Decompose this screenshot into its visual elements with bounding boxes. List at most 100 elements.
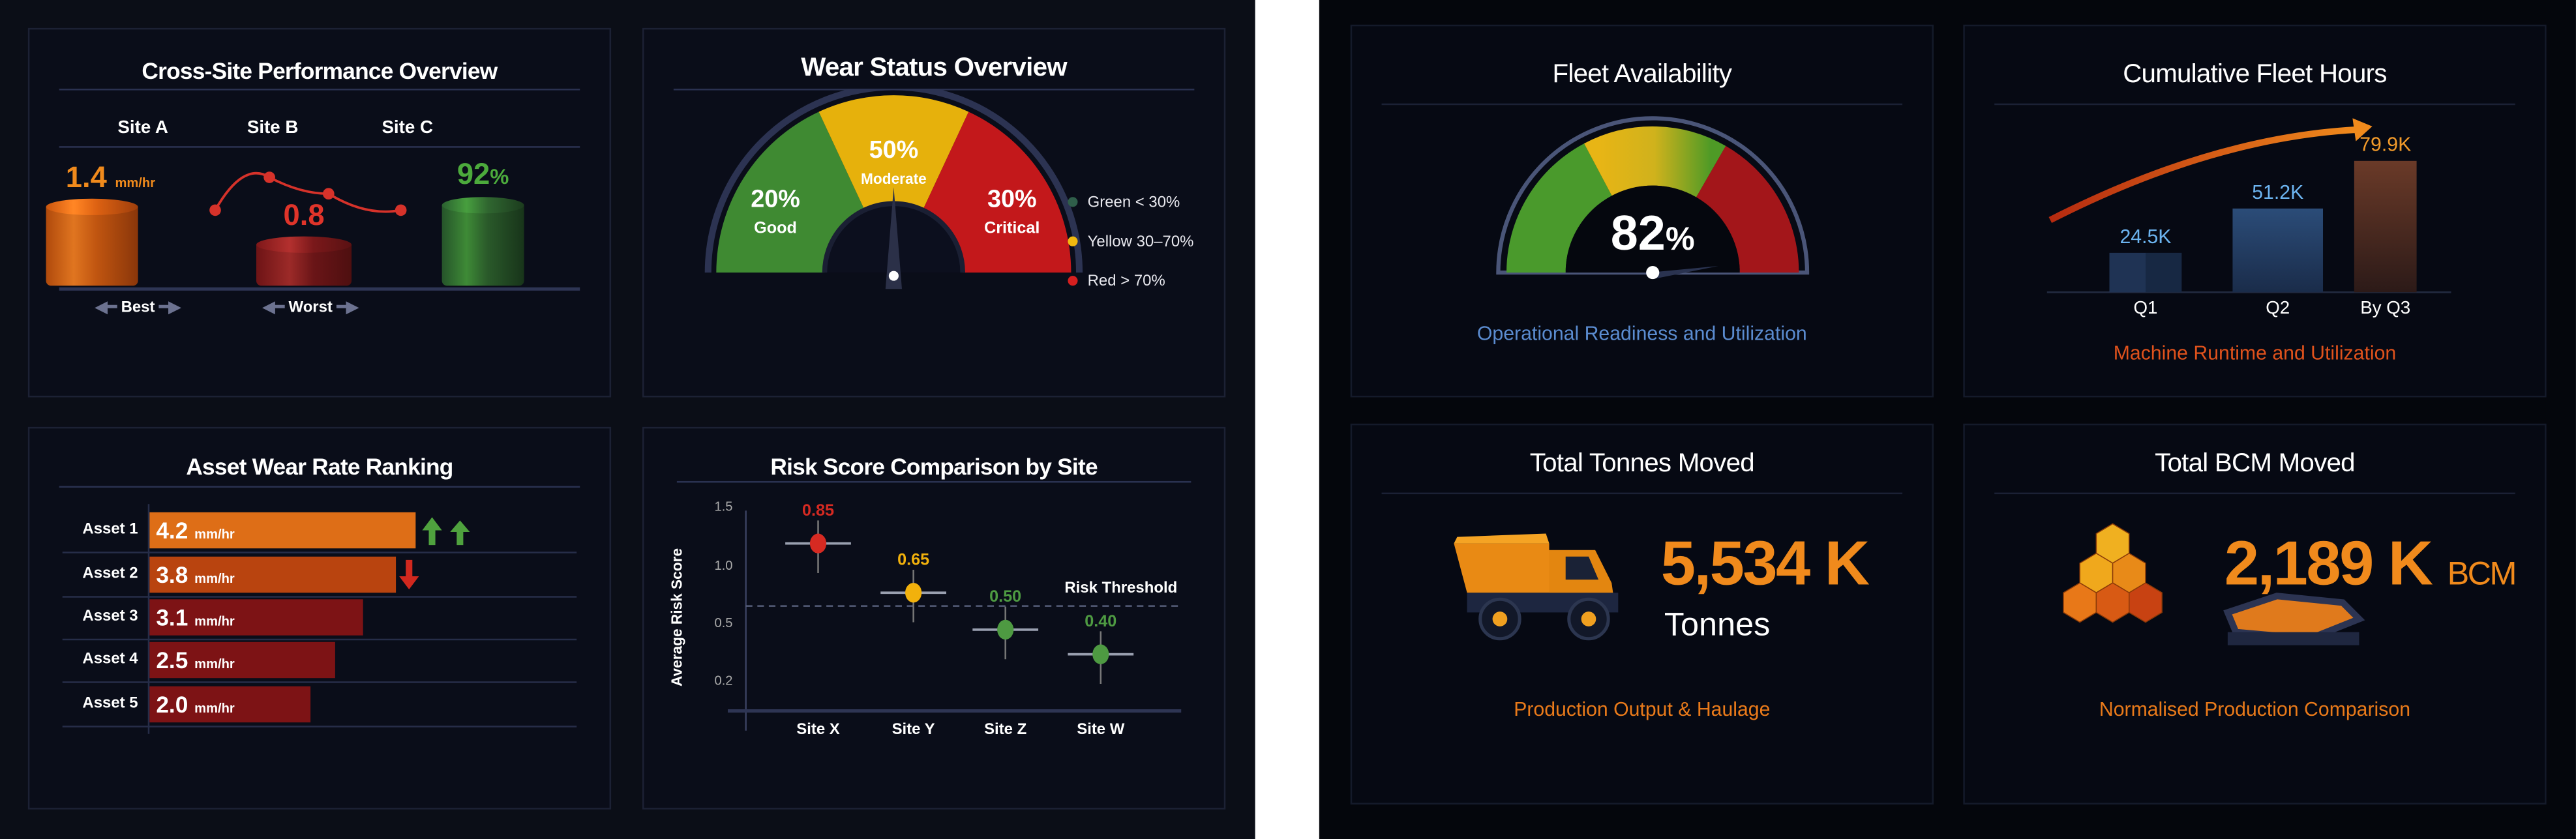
tonnes-value: 5,534 K: [1660, 530, 1870, 600]
asset-value: 4.2: [156, 517, 188, 544]
site-label: Site C: [382, 118, 434, 138]
best-marker: ◀━ Best ━▶: [95, 299, 181, 317]
asset-wear-panel: Asset Wear Rate Ranking Asset 1 4.2 mm/hr…: [27, 426, 612, 810]
row-divider: [62, 596, 577, 598]
fleet-availability-panel: Fleet Availability 82% Operational Readi…: [1350, 24, 1934, 398]
divider: [676, 480, 1191, 483]
segment-pct: 20%: [751, 185, 800, 213]
left-dashboard: Cross-Site Performance Overview Site A S…: [0, 0, 1255, 839]
availability-value: 82%: [1610, 207, 1695, 261]
asset-unit: mm/hr: [194, 613, 235, 629]
arrow-right-icon: ━▶: [159, 299, 181, 317]
segment-label: Critical: [984, 219, 1040, 237]
asset-bar: 2.0 mm/hr: [149, 686, 311, 723]
baseline: [59, 287, 580, 291]
legend-item-red: Red > 70%: [1068, 272, 1165, 291]
hours-bar: [2232, 208, 2324, 293]
asset-label: Asset 2: [82, 565, 138, 583]
arrow-head-icon: [2352, 118, 2373, 141]
point-marker: [809, 533, 827, 553]
hours-bar: [2354, 161, 2417, 293]
risk-score-panel: Risk Score Comparison by Site Average Ri…: [642, 426, 1226, 810]
segment-label: Good: [754, 219, 797, 237]
trend-line: [209, 171, 407, 216]
asset-label: Asset 5: [82, 694, 138, 713]
segment-pct: 30%: [987, 185, 1037, 213]
panel-title: Cross-Site Performance Overview: [142, 57, 498, 84]
site-a-bar: [46, 207, 138, 286]
fleet-hours-arrow: [2046, 118, 2451, 293]
right-dashboard: Fleet Availability 82% Operational Readi…: [1319, 0, 2576, 839]
asset-value: 3.8: [156, 561, 188, 588]
panel-title: Asset Wear Rate Ranking: [186, 453, 453, 480]
panel-title: Total Tonnes Moved: [1529, 450, 1755, 478]
data-label: 0.65: [897, 550, 929, 568]
gauge-segment-moderate: [818, 95, 969, 211]
hours-bar: [2109, 252, 2182, 293]
data-point: 0.85: [785, 501, 851, 573]
trend-point: [323, 188, 335, 200]
category-label: Q1: [2133, 299, 2158, 319]
availability-gauge: [1496, 116, 1810, 280]
y-tick: 1.5: [714, 499, 733, 514]
trend-point: [209, 204, 221, 216]
point-marker: [1092, 644, 1109, 664]
asset-label: Asset 4: [82, 650, 138, 669]
y-tick: 0.5: [714, 615, 733, 631]
data-label: 0.50: [989, 587, 1021, 606]
category-label: By Q3: [2360, 299, 2411, 319]
divider: [1994, 492, 2515, 495]
site-label: Site B: [247, 118, 299, 138]
x-tick-label: Site Z: [984, 720, 1027, 739]
tonnes-panel: Total Tonnes Moved 5,534 K Tonnes Produc…: [1350, 423, 1934, 805]
panel-subtitle: Machine Runtime and Utilization: [2113, 341, 2397, 365]
divider: [59, 89, 580, 91]
worst-marker: ◀━ Worst ━▶: [263, 299, 359, 317]
platform-icon: [2223, 593, 2365, 642]
gauge-arc-yellow: [1584, 126, 1726, 198]
divider: [59, 146, 580, 148]
site-a-value: 1.4 mm/hr: [65, 160, 156, 194]
arrow-left-icon: ◀━: [263, 299, 284, 317]
site-c-value: 92%: [457, 157, 509, 191]
bcm-value: 2,189 K BCM: [2224, 530, 2517, 600]
asset-bar: 2.5 mm/hr: [149, 641, 335, 679]
y-tick: 1.0: [714, 558, 733, 573]
row-divider: [62, 552, 577, 553]
chart-title: Risk Score Comparison by Site: [770, 453, 1098, 480]
panel-subtitle: Production Output & Haulage: [1514, 698, 1771, 721]
cross-site-panel: Cross-Site Performance Overview Site A S…: [27, 27, 612, 398]
asset-unit: mm/hr: [194, 527, 235, 542]
asset-label: Asset 3: [82, 607, 138, 626]
fleet-hours-panel: Cumulative Fleet Hours 24.5K Q1 51.2K Q2 79.…: [1963, 24, 2547, 398]
segment-label: Moderate: [861, 170, 927, 187]
asset-bar: 3.8 mm/hr: [149, 556, 397, 593]
dump-truck-icon: [1454, 533, 1619, 641]
row-divider: [62, 638, 577, 641]
gauge-segment-critical: [922, 111, 1071, 273]
divider: [1381, 492, 1903, 495]
row-divider: [62, 681, 577, 683]
x-tick-label: Site Y: [891, 720, 935, 739]
legend-dot-icon: [1068, 198, 1078, 208]
asset-bar: 3.1 mm/hr: [149, 599, 363, 636]
gauge-arc-red: [1695, 145, 1799, 274]
wear-status-panel: Wear Status Overview 20% Good 50% Modera…: [642, 27, 1226, 398]
risk-plot: 0.85 0.65 0.50 0.40: [727, 501, 1182, 731]
y-tick: 0.2: [714, 673, 733, 688]
gauge-needle: [885, 187, 902, 289]
asset-value: 3.1: [156, 604, 188, 631]
data-label: 0.85: [802, 501, 834, 520]
tonnes-unit: Tonnes: [1664, 607, 1771, 644]
x-tick-label: Site X: [796, 720, 840, 739]
threshold-label: Risk Threshold: [1064, 580, 1178, 598]
asset-value: 2.0: [156, 691, 188, 718]
bar-value-label: 24.5K: [2119, 224, 2172, 248]
data-label: 0.40: [1085, 612, 1116, 630]
wear-gauge: 20% Good 50% Moderate 30% Critical: [704, 89, 1083, 289]
divider: [1381, 103, 1903, 106]
trend-point: [263, 171, 275, 183]
panel-title: Total BCM Moved: [2155, 450, 2356, 478]
segment-pct: 50%: [869, 136, 919, 164]
legend-item-green: Green < 30%: [1068, 194, 1180, 212]
